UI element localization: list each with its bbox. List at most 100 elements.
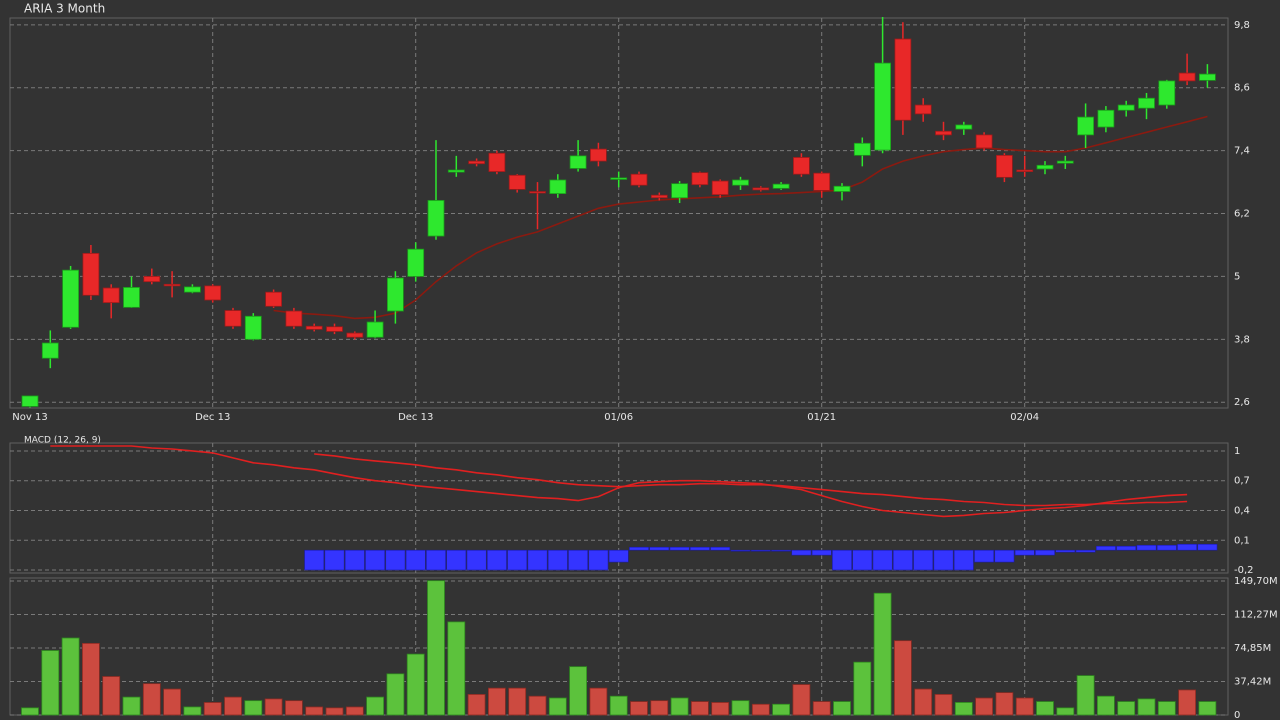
macd-line xyxy=(314,453,1188,507)
y-tick-label: 8,6 xyxy=(1234,83,1250,94)
volume-bar xyxy=(1015,697,1034,716)
macd-histogram-bar xyxy=(1055,549,1076,553)
candle-body xyxy=(610,177,628,180)
macd-histogram-bar xyxy=(832,549,852,571)
candle-body xyxy=(914,104,932,115)
candle-body xyxy=(305,325,323,330)
volume-bar xyxy=(691,701,709,716)
candle-body xyxy=(1158,80,1176,106)
volume-bar xyxy=(833,701,851,716)
candle-body xyxy=(244,315,262,340)
volume-bar xyxy=(122,696,141,716)
volume-bar xyxy=(508,687,527,716)
volume-bar xyxy=(203,702,222,716)
candle-body xyxy=(833,185,851,192)
macd-histogram-bar xyxy=(710,546,731,551)
candle-body xyxy=(447,169,465,173)
macd-histogram-bar xyxy=(588,549,609,571)
macd-histogram-bar xyxy=(750,549,771,552)
macd-histogram-bar xyxy=(507,549,528,571)
y-tick-label: 7,4 xyxy=(1234,146,1250,157)
volume-bar xyxy=(711,702,730,716)
macd-histogram-bar xyxy=(446,549,467,571)
macd-histogram-bar xyxy=(324,549,345,571)
candle-body xyxy=(529,191,546,194)
macd-histogram-bar xyxy=(1075,549,1096,553)
macd-histogram-bar xyxy=(385,549,406,571)
macd-histogram-bar xyxy=(629,546,649,551)
candle-body xyxy=(853,142,871,156)
candle-body xyxy=(285,310,303,327)
x-tick-label: Dec 13 xyxy=(398,412,433,423)
volume-bar xyxy=(954,702,973,716)
macd-title: MACD (12, 26, 9) xyxy=(24,436,101,446)
macd-histogram-bar xyxy=(730,549,751,552)
y-tick-label: 37,42M xyxy=(1234,676,1271,687)
macd-histogram-bar xyxy=(365,549,386,571)
volume-bar xyxy=(995,692,1014,716)
volume-bar xyxy=(670,697,689,716)
volume-bar xyxy=(82,642,100,716)
y-tick-label: 6,2 xyxy=(1234,209,1250,220)
candle-body xyxy=(874,62,891,151)
candle-body xyxy=(1056,160,1074,164)
volume-bar xyxy=(427,580,445,716)
x-tick-label: 02/04 xyxy=(1010,412,1039,423)
candle-body xyxy=(569,155,587,169)
volume-bar xyxy=(1157,701,1176,716)
volume-bar xyxy=(1056,707,1075,716)
y-tick-label: 1 xyxy=(1234,446,1240,457)
macd-histogram-bar xyxy=(1156,544,1177,551)
candle-body xyxy=(935,130,952,136)
volume-bar xyxy=(528,695,547,716)
y-tick-label: 2,6 xyxy=(1234,397,1250,408)
candle-body xyxy=(1199,73,1216,81)
candle-body xyxy=(386,277,404,312)
macd-histogram-bar xyxy=(426,549,446,571)
volume-bar xyxy=(894,640,912,716)
volume-bar xyxy=(406,653,425,716)
y-tick-label: 5 xyxy=(1234,271,1240,282)
y-tick-label: 0 xyxy=(1234,710,1240,720)
macd-histogram-bar xyxy=(608,549,629,563)
macd-histogram-bar xyxy=(1035,549,1055,556)
volume-bar xyxy=(21,707,39,716)
y-tick-label: 149,70M xyxy=(1234,576,1278,587)
volume-bar xyxy=(305,706,324,716)
moving-average xyxy=(273,115,1208,320)
volume-bar xyxy=(102,676,121,716)
volume-bar xyxy=(467,694,486,716)
macd-histogram-bar xyxy=(913,549,934,571)
candle-body xyxy=(1138,97,1155,109)
candle-body xyxy=(224,310,242,327)
macd-histogram-bar xyxy=(974,549,995,563)
y-tick-label: -0,2 xyxy=(1234,565,1254,576)
volume-bar xyxy=(934,694,953,716)
candle-body xyxy=(427,200,445,237)
volume-bar xyxy=(812,701,831,716)
macd-histogram-bar xyxy=(1095,545,1116,551)
candle-body xyxy=(183,286,201,293)
macd-histogram-bar xyxy=(1014,549,1035,556)
macd-histogram-bar xyxy=(669,546,690,551)
macd-histogram-bar xyxy=(1197,543,1218,551)
candle-body xyxy=(468,160,486,165)
macd-histogram-bar xyxy=(304,549,325,571)
y-tick-label: 0,7 xyxy=(1234,476,1250,487)
candle-body xyxy=(894,38,912,121)
candle-body xyxy=(691,172,709,186)
volume-bar xyxy=(630,701,648,716)
chart-title: ARIA 3 Month xyxy=(24,2,105,16)
volume-bar xyxy=(163,688,182,716)
candle-body xyxy=(407,248,425,277)
candle-body xyxy=(82,252,100,296)
x-tick-label: Nov 13 xyxy=(12,412,47,423)
macd-histogram-bar xyxy=(933,549,954,571)
candle-body xyxy=(1016,169,1034,172)
volume-bar xyxy=(487,687,506,716)
candle-body xyxy=(711,180,729,196)
candle-body xyxy=(143,276,161,283)
volume-bar xyxy=(224,696,242,716)
